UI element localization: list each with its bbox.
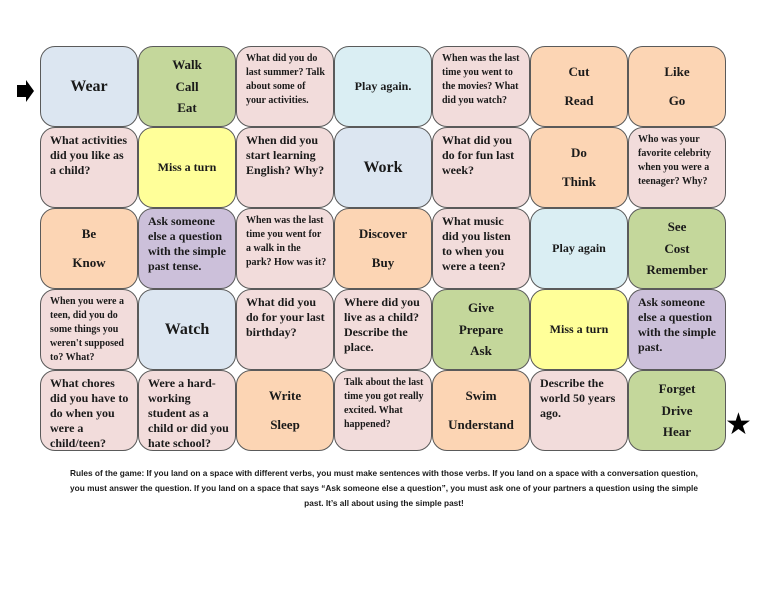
question-text: What music did you listen to when you we…: [442, 214, 511, 273]
question-text: What did you do last summer? Talk about …: [246, 53, 325, 106]
board-space: What did you do last summer? Talk about …: [236, 46, 334, 127]
board-space: Play again: [530, 208, 628, 289]
verb-label: Call: [175, 78, 199, 94]
board-space: What music did you listen to when you we…: [432, 208, 530, 289]
board-space: Play again.: [334, 46, 432, 127]
verb-label: Ask: [470, 343, 492, 359]
board-space: Cut Read: [530, 46, 628, 127]
question-text: When was the last time you went to the m…: [442, 53, 520, 106]
board-space: What chores did you have to do when you …: [40, 370, 138, 451]
verb-label: Discover: [358, 226, 408, 241]
board-space: Walk Call Eat: [138, 46, 236, 127]
verb-label: Give: [468, 299, 494, 315]
action-label: Miss a turn: [157, 160, 217, 174]
question-text: Describe the world 50 years ago.: [540, 376, 616, 420]
board-space: Work: [334, 127, 432, 208]
question-text: Ask someone else a question with the sim…: [148, 214, 226, 273]
action-label: Miss a turn: [549, 322, 609, 336]
verb-label: Swim: [465, 388, 497, 403]
action-label: Play again: [552, 241, 606, 255]
verb-label: Be: [81, 226, 97, 241]
board-space: When was the last time you went to the m…: [432, 46, 530, 127]
board-space: Give Prepare Ask: [432, 289, 530, 370]
verb-label: Write: [268, 388, 302, 403]
board-space: When you were a teen, did you do some th…: [40, 289, 138, 370]
question-text: What did you do for your last birthday?: [246, 295, 325, 339]
board-space: Write Sleep: [236, 370, 334, 451]
verb-label: Do: [571, 145, 587, 160]
verb-label: Sleep: [270, 417, 300, 432]
verb-label: Like: [664, 64, 690, 79]
question-text: Who was your favorite celebrity when you…: [638, 134, 712, 187]
verb-label: Read: [564, 93, 594, 108]
question-text: What chores did you have to do when you …: [50, 376, 129, 450]
board-space: Forget Drive Hear: [628, 370, 726, 451]
question-text: Talk about the last time you got really …: [344, 377, 424, 430]
verb-label: Walk: [172, 56, 202, 72]
board-space: Watch: [138, 289, 236, 370]
question-text: Were a hard-working student as a child o…: [148, 376, 229, 450]
question-text: When did you start learning English? Why…: [246, 133, 325, 177]
verb-label: Know: [72, 255, 106, 270]
rules-text: Rules of the game: If you land on a spac…: [70, 468, 698, 508]
board-space: Wear: [40, 46, 138, 127]
board-space: Where did you live as a child? Describe …: [334, 289, 432, 370]
verb-label: Watch: [164, 320, 210, 338]
verb-label: Hear: [662, 424, 692, 440]
board-space: Who was your favorite celebrity when you…: [628, 127, 726, 208]
verb-label: Forget: [658, 380, 696, 396]
verb-label: Think: [562, 174, 596, 189]
board-space: Miss a turn: [530, 289, 628, 370]
verb-label: Cost: [664, 240, 690, 256]
verb-label: Wear: [70, 77, 108, 95]
board-space: Discover Buy: [334, 208, 432, 289]
verb-label: Prepare: [458, 321, 504, 337]
board-space: Do Think: [530, 127, 628, 208]
game-board: Wear Walk Call Eat What did you do last summ…: [40, 46, 728, 452]
verb-label: Drive: [661, 402, 693, 418]
board-space: Miss a turn: [138, 127, 236, 208]
board-space: When was the last time you went for a wa…: [236, 208, 334, 289]
verb-label: Go: [668, 93, 686, 108]
board-space: Be Know: [40, 208, 138, 289]
verb-label: Buy: [371, 255, 395, 270]
start-arrow-icon: [17, 80, 34, 107]
board-space: Describe the world 50 years ago.: [530, 370, 628, 451]
question-text: What did you do for fun last week?: [442, 133, 515, 177]
board-space: Ask someone else a question with the sim…: [628, 289, 726, 370]
board-space: When did you start learning English? Why…: [236, 127, 334, 208]
board-space: Were a hard-working student as a child o…: [138, 370, 236, 451]
verb-label: Work: [363, 158, 403, 176]
verb-label: See: [667, 218, 687, 234]
board-space: Like Go: [628, 46, 726, 127]
board-space: See Cost Remember: [628, 208, 726, 289]
question-text: What activities did you like as a child?: [50, 133, 127, 177]
question-text: When was the last time you went for a wa…: [246, 215, 327, 268]
board-space: What activities did you like as a child?: [40, 127, 138, 208]
action-label: Play again.: [354, 79, 412, 93]
verb-label: Eat: [177, 100, 197, 116]
verb-label: Cut: [568, 64, 590, 79]
finish-star-icon: ★: [725, 408, 752, 441]
verb-label: Remember: [646, 262, 708, 278]
question-text: When you were a teen, did you do some th…: [50, 296, 124, 363]
board-space: Talk about the last time you got really …: [334, 370, 432, 451]
board-space: What did you do for fun last week?: [432, 127, 530, 208]
board-space: What did you do for your last birthday?: [236, 289, 334, 370]
verb-label: Understand: [448, 417, 514, 432]
question-text: Ask someone else a question with the sim…: [638, 295, 716, 354]
board-space: Swim Understand: [432, 370, 530, 451]
question-text: Where did you live as a child? Describe …: [344, 295, 420, 354]
board-space: Ask someone else a question with the sim…: [138, 208, 236, 289]
